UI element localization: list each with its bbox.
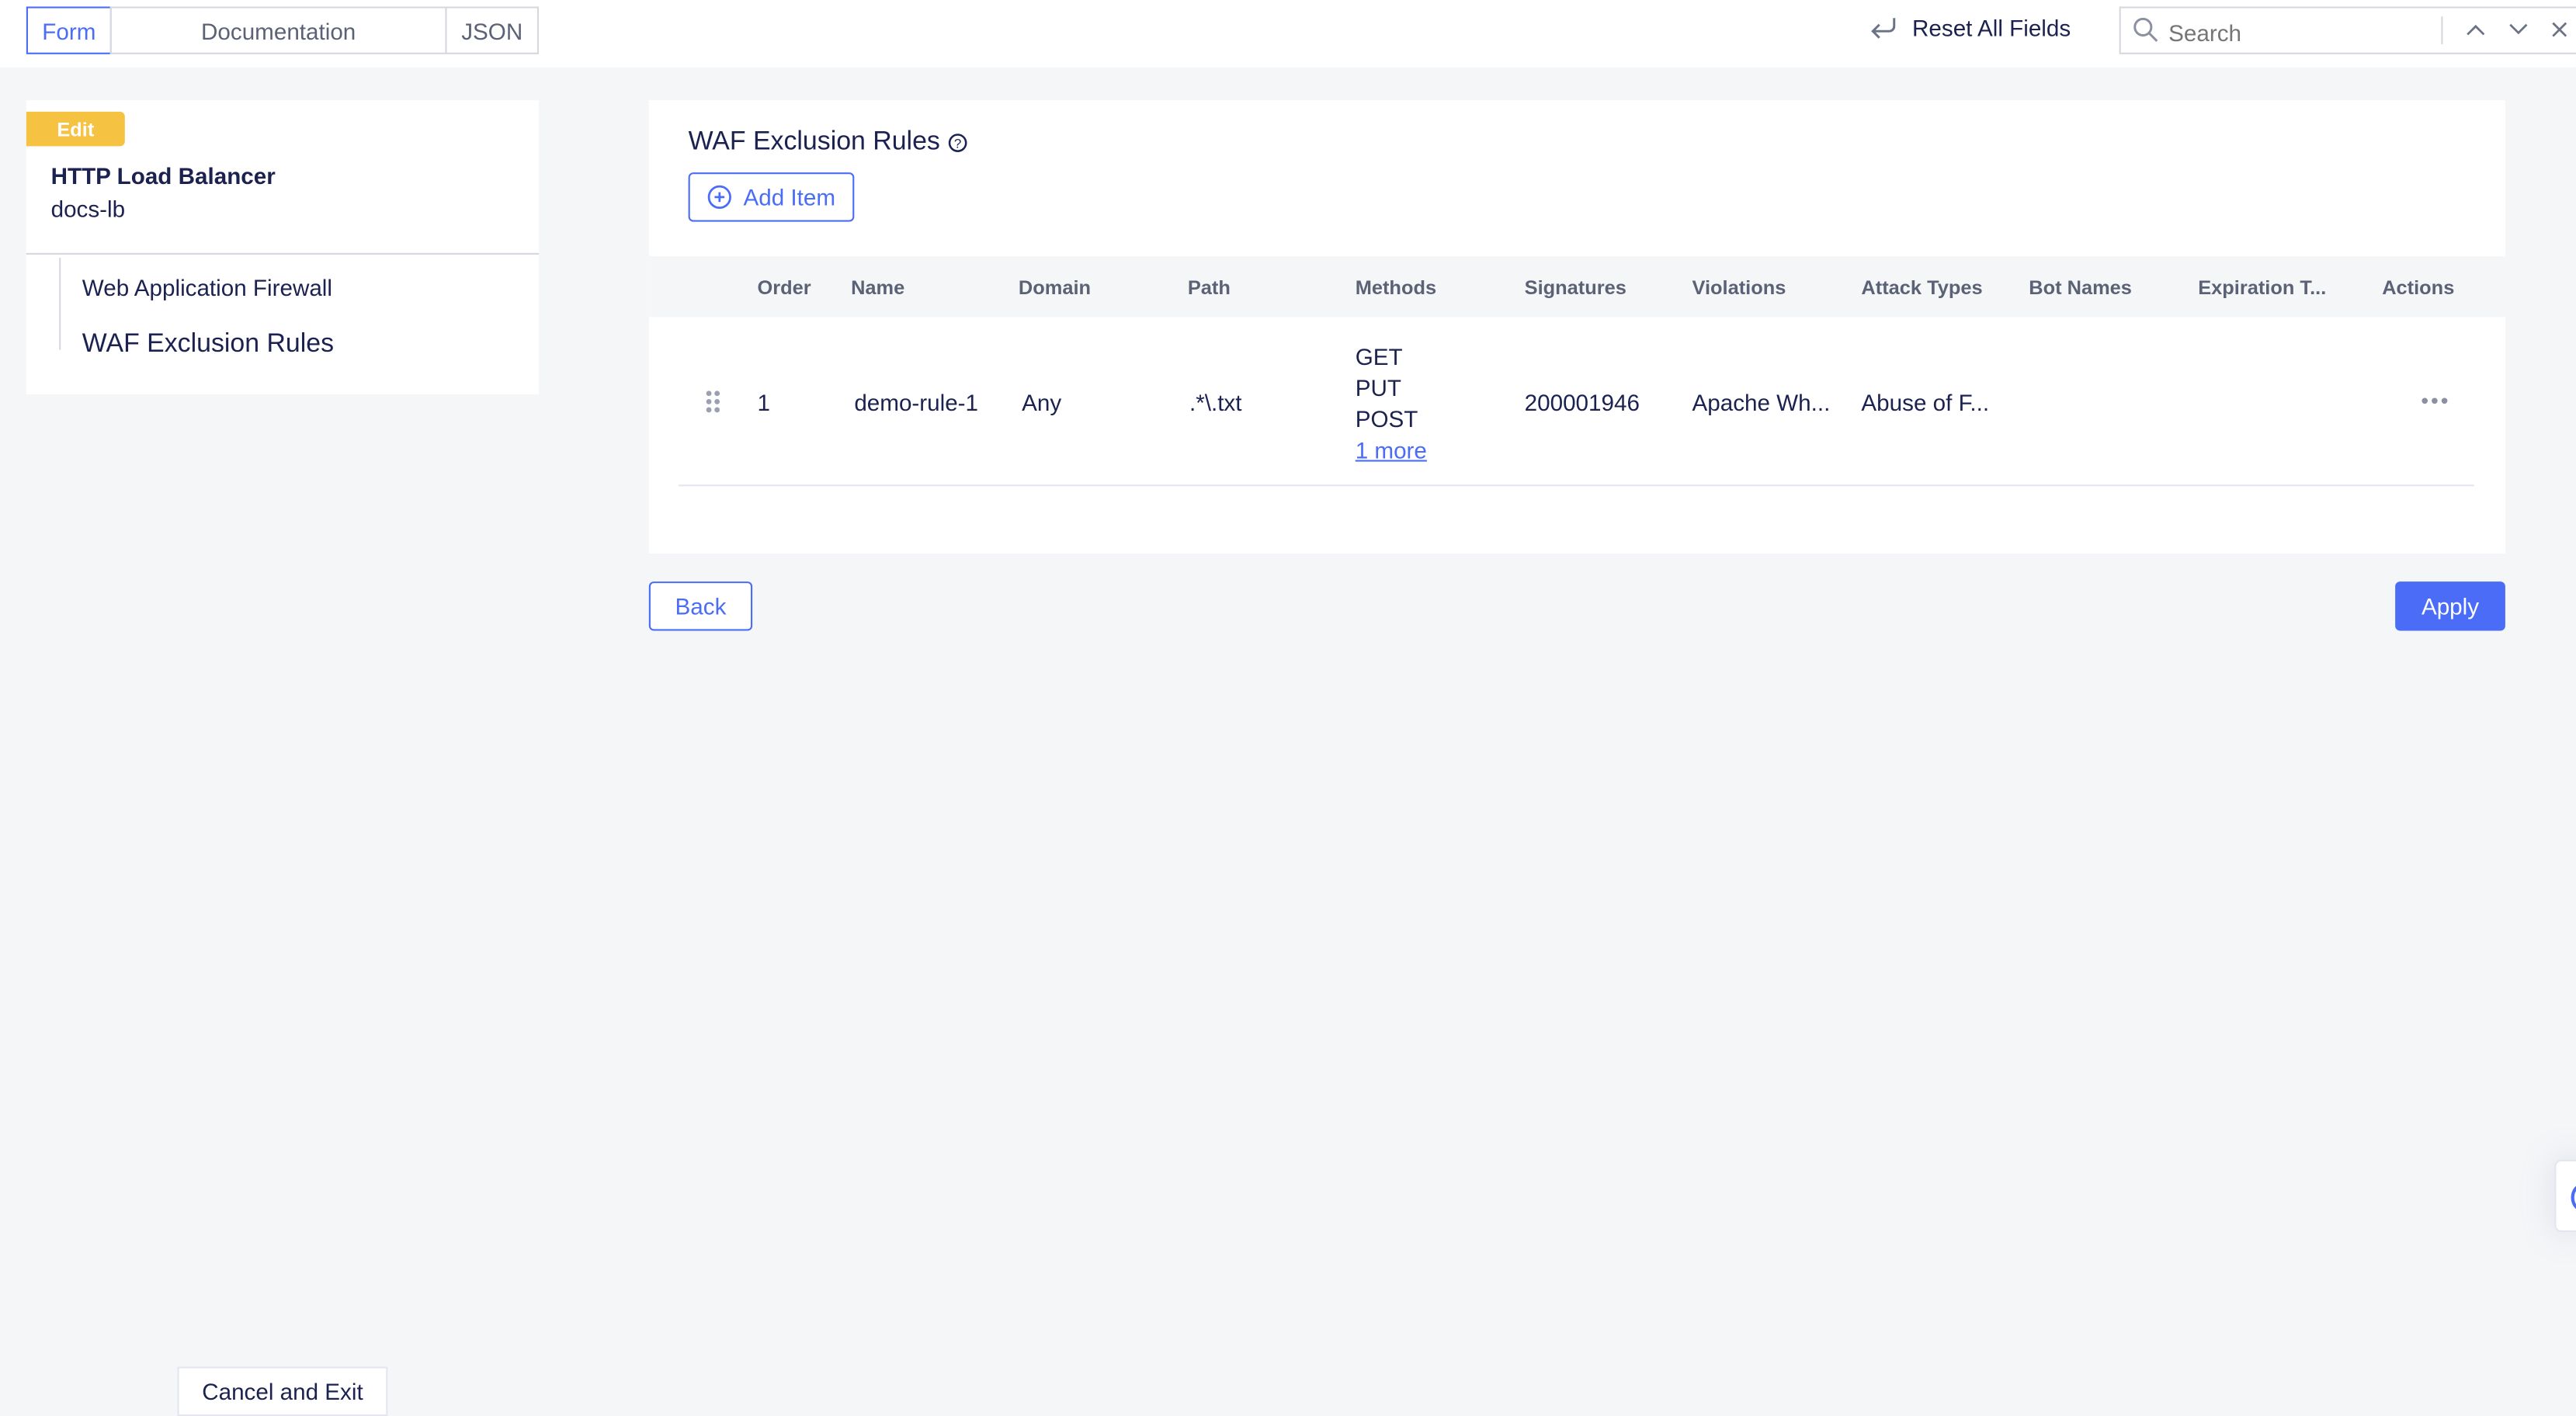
- svg-text:?: ?: [954, 136, 961, 151]
- table-header: [648, 256, 2505, 318]
- side-help-tab[interactable]: [2554, 1159, 2576, 1232]
- divider: [26, 252, 540, 255]
- cell-methods: GET PUT POST 1 more: [1356, 342, 1427, 467]
- cancel-and-exit-button[interactable]: Cancel and Exit: [177, 1366, 388, 1416]
- column-header-bot-names[interactable]: Bot Names: [2029, 276, 2132, 300]
- cell-domain: Any: [1022, 389, 1062, 416]
- drag-handle-icon[interactable]: [705, 389, 721, 414]
- cell-path: .*\.txt: [1189, 389, 1242, 416]
- main-card: [648, 100, 2505, 554]
- method: PUT: [1355, 374, 1401, 401]
- tab-json[interactable]: JSON: [445, 6, 540, 54]
- object-name: docs-lb: [50, 195, 126, 222]
- apply-button[interactable]: Apply: [2395, 581, 2505, 631]
- column-header-attack-types[interactable]: Attack Types: [1861, 276, 1983, 300]
- back-button[interactable]: Back: [648, 581, 753, 631]
- undo-icon: [1871, 18, 1896, 39]
- row-divider: [678, 484, 2474, 487]
- help-tab-icon: [2571, 1184, 2576, 1211]
- cell-signatures: 200001946: [1524, 389, 1640, 416]
- tab-documentation[interactable]: Documentation: [109, 6, 447, 54]
- reset-all-fields-button[interactable]: Reset All Fields: [1870, 15, 2071, 41]
- method: GET: [1355, 343, 1403, 370]
- more-actions-icon[interactable]: [2420, 396, 2449, 406]
- cell-violations: Apache Wh...: [1692, 389, 1831, 416]
- chevron-up-icon[interactable]: [2464, 19, 2487, 39]
- cell-name: demo-rule-1: [854, 389, 979, 416]
- method: POST: [1355, 405, 1418, 432]
- divider: [2441, 16, 2443, 45]
- help-icon[interactable]: ?: [948, 133, 967, 152]
- search-icon: [2133, 17, 2158, 42]
- tree-line: [59, 258, 61, 350]
- add-item-label: Add Item: [743, 183, 836, 210]
- add-item-button[interactable]: Add Item: [688, 172, 855, 222]
- column-header-path[interactable]: Path: [1187, 276, 1231, 300]
- tree-item-waf-exclusion-rules[interactable]: WAF Exclusion Rules: [82, 330, 335, 359]
- column-header-domain[interactable]: Domain: [1018, 276, 1092, 300]
- object-type-title: HTTP Load Balancer: [50, 162, 276, 189]
- column-header-methods[interactable]: Methods: [1355, 276, 1437, 300]
- tab-form[interactable]: Form: [26, 6, 112, 54]
- reset-label: Reset All Fields: [1912, 15, 2071, 41]
- column-header-order[interactable]: Order: [757, 276, 811, 300]
- column-header-violations[interactable]: Violations: [1692, 276, 1786, 300]
- column-header-name[interactable]: Name: [851, 276, 905, 300]
- chevron-down-icon[interactable]: [2507, 19, 2530, 39]
- tree-item-web-application-firewall[interactable]: Web Application Firewall: [82, 274, 332, 301]
- section-title: WAF Exclusion Rules: [688, 128, 940, 157]
- edit-badge: Edit: [26, 111, 125, 147]
- sidebar-card: [26, 100, 540, 394]
- column-header-expiration[interactable]: Expiration T...: [2198, 276, 2327, 300]
- cell-order: 1: [757, 389, 770, 416]
- column-header-actions[interactable]: Actions: [2382, 276, 2455, 300]
- close-icon[interactable]: [2550, 19, 2569, 39]
- column-header-signatures[interactable]: Signatures: [1524, 276, 1626, 300]
- cell-attack-types: Abuse of F...: [1861, 389, 1990, 416]
- plus-circle-icon: [708, 185, 732, 210]
- search-input[interactable]: [2165, 15, 2435, 51]
- more-methods-link[interactable]: 1 more: [1355, 436, 1427, 463]
